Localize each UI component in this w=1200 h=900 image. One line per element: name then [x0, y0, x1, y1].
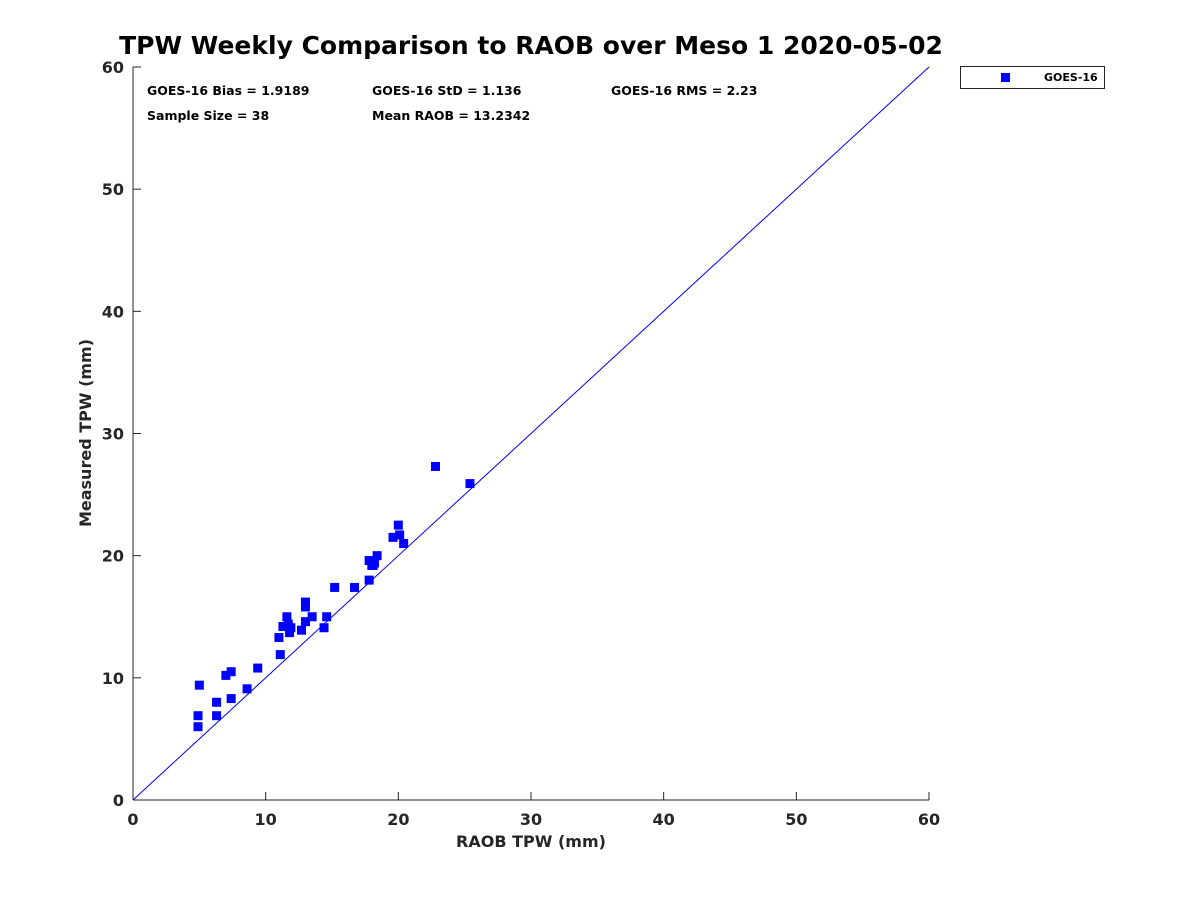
data-point — [368, 560, 378, 570]
data-point — [194, 680, 204, 690]
data-point — [221, 670, 231, 680]
data-point — [242, 684, 252, 694]
stat-sample-size: Sample Size = 38 — [147, 108, 269, 123]
stat-bias: GOES-16 Bias = 1.9189 — [147, 83, 309, 98]
legend-box — [960, 66, 1105, 89]
data-point — [330, 582, 340, 592]
data-point — [307, 612, 317, 622]
data-point — [278, 622, 288, 632]
data-point — [286, 623, 296, 633]
y-tick-label: 60 — [102, 58, 124, 77]
y-tick-label: 30 — [102, 425, 124, 444]
data-point — [253, 663, 263, 673]
x-axis-label: RAOB TPW (mm) — [456, 832, 606, 851]
points-layer — [193, 461, 475, 732]
stat-std: GOES-16 StD = 1.136 — [372, 83, 522, 98]
data-point — [275, 650, 285, 660]
y-tick-label: 50 — [102, 180, 124, 199]
stat-rms: GOES-16 RMS = 2.23 — [611, 83, 757, 98]
chart-title: TPW Weekly Comparison to RAOB over Meso … — [119, 31, 943, 60]
legend: GOES-16 — [960, 66, 1105, 89]
data-point — [212, 697, 222, 707]
data-point — [226, 667, 236, 677]
x-tick-label: 20 — [387, 810, 409, 829]
data-point — [296, 625, 306, 635]
data-point — [319, 623, 329, 633]
data-point — [300, 602, 310, 612]
stat-mean-raob: Mean RAOB = 13.2342 — [372, 108, 530, 123]
data-point — [393, 520, 403, 530]
x-tick-label: 10 — [255, 810, 277, 829]
data-point — [388, 532, 398, 542]
stats-annotations: GOES-16 Bias = 1.9189 GOES-16 StD = 1.13… — [147, 83, 757, 123]
data-point — [300, 597, 310, 607]
data-point — [193, 722, 203, 732]
data-point — [193, 711, 203, 721]
data-point — [285, 628, 295, 638]
y-axis-label: Measured TPW (mm) — [76, 339, 95, 527]
legend-label: GOES-16 — [1044, 71, 1098, 84]
x-tick-label: 30 — [520, 810, 542, 829]
data-point — [364, 556, 374, 566]
y-tick-label: 40 — [102, 302, 124, 321]
data-point — [395, 530, 405, 540]
data-point — [300, 617, 310, 627]
data-point — [372, 551, 382, 561]
data-point — [399, 538, 409, 548]
data-point — [430, 461, 440, 471]
data-point — [282, 612, 292, 622]
reference-line — [132, 66, 930, 801]
reference-line-layer — [132, 66, 930, 801]
legend-marker-square — [1001, 73, 1010, 82]
data-point — [226, 694, 236, 704]
data-point — [274, 633, 284, 643]
x-tick-label: 50 — [785, 810, 807, 829]
y-tick-label: 0 — [113, 791, 124, 810]
y-tick-label: 10 — [102, 669, 124, 688]
x-tick-label: 40 — [653, 810, 675, 829]
x-tick-label: 0 — [127, 810, 138, 829]
ticks-layer: 0 10 20 30 40 50 60 0 10 20 30 40 50 60 — [102, 58, 940, 829]
data-point — [212, 711, 222, 721]
x-tick-label: 60 — [918, 810, 940, 829]
data-point — [350, 582, 360, 592]
data-point — [364, 575, 374, 585]
data-point — [465, 479, 475, 489]
y-tick-label: 20 — [102, 547, 124, 566]
data-point — [322, 612, 332, 622]
